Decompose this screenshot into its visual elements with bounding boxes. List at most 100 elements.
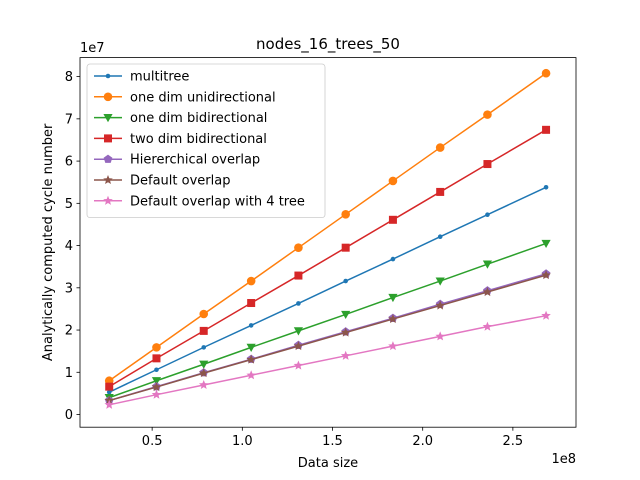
y-tick-label: 4 xyxy=(65,239,73,254)
data-point xyxy=(435,300,445,310)
y-axis-label: Analytically computed cycle number xyxy=(41,123,56,361)
legend-marker xyxy=(105,73,111,79)
data-point xyxy=(296,301,301,306)
y-tick-label: 0 xyxy=(65,408,73,423)
data-point xyxy=(104,399,114,409)
data-point xyxy=(294,243,303,252)
data-point xyxy=(388,215,397,224)
y-tick-label: 6 xyxy=(65,155,73,170)
data-point xyxy=(435,277,445,286)
series-line xyxy=(109,274,547,402)
data-point xyxy=(246,354,256,364)
data-point xyxy=(485,212,490,218)
data-point xyxy=(199,326,208,335)
data-point xyxy=(293,360,304,370)
x-axis-offset: 1e8 xyxy=(551,452,576,467)
legend-marker xyxy=(103,154,113,163)
legend-item-two-dim-bidirectional: two dim bidirectional xyxy=(94,132,267,147)
legend: multitree one dim unidirectional one dim b… xyxy=(86,63,326,219)
legend-item-default-overlap: Default overlap xyxy=(94,174,230,189)
data-point xyxy=(340,350,351,360)
legend-marker xyxy=(103,195,113,205)
data-point xyxy=(482,260,493,269)
data-point xyxy=(541,270,551,280)
legend-label: Hiererchical overlap xyxy=(130,153,260,168)
data-point xyxy=(437,234,443,239)
data-point xyxy=(151,382,162,392)
series-line xyxy=(108,242,547,399)
series-two-dim-bidirectional xyxy=(105,125,551,391)
data-point xyxy=(105,382,114,391)
data-point xyxy=(106,389,112,395)
data-point xyxy=(198,368,209,378)
legend-marker xyxy=(104,134,112,143)
legend-marker xyxy=(103,175,113,185)
data-point xyxy=(154,367,159,373)
y-axis: 0 1 2 3 4 5 6 7 8 xyxy=(65,70,80,423)
legend-box xyxy=(86,63,326,219)
data-point xyxy=(201,345,207,350)
data-point xyxy=(541,68,551,78)
data-point xyxy=(151,377,162,386)
x-tick-label: 2.5 xyxy=(503,434,524,449)
legend-label: two dim bidirectional xyxy=(130,132,267,147)
data-point xyxy=(388,341,398,351)
plot-layer xyxy=(104,68,551,409)
data-point xyxy=(435,143,445,152)
x-tick-label: 0.5 xyxy=(142,434,163,449)
series-line xyxy=(108,72,547,382)
data-point xyxy=(435,331,445,341)
data-point xyxy=(341,210,350,219)
legend-marker xyxy=(103,92,113,102)
data-point xyxy=(247,299,256,308)
x-tick-label: 1.5 xyxy=(322,434,343,449)
data-point xyxy=(151,389,162,399)
data-point xyxy=(198,379,209,390)
legend-label: Default overlap with 4 tree xyxy=(130,194,305,209)
legend-marker xyxy=(103,114,113,123)
legend-item-default-overlap-with-4-tree: Default overlap with 4 tree xyxy=(94,194,305,209)
legend-label: multitree xyxy=(130,70,189,85)
data-point xyxy=(248,323,254,328)
data-point xyxy=(293,327,304,336)
data-point xyxy=(199,360,209,369)
data-point xyxy=(388,293,398,303)
data-point xyxy=(542,125,551,134)
data-point xyxy=(152,343,161,352)
data-point xyxy=(152,354,161,363)
data-point xyxy=(390,256,396,262)
data-point xyxy=(543,184,549,190)
data-point xyxy=(388,314,398,324)
y-tick-label: 8 xyxy=(65,70,73,85)
legend-label: one dim bidirectional xyxy=(130,111,267,126)
data-point xyxy=(340,327,351,337)
data-point xyxy=(246,370,256,380)
y-tick-label: 7 xyxy=(65,112,73,127)
x-tick-label: 1.0 xyxy=(232,434,253,449)
y-tick-label: 3 xyxy=(65,281,73,296)
series-line xyxy=(109,314,547,406)
data-point xyxy=(293,341,304,351)
y-axis-offset: 1e7 xyxy=(80,41,105,56)
x-axis-label: Data size xyxy=(298,456,358,471)
y-tick-label: 5 xyxy=(65,197,73,212)
y-tick-label: 2 xyxy=(65,324,73,339)
legend-item-one-dim-unidirectional: one dim unidirectional xyxy=(94,90,276,105)
data-point xyxy=(246,343,256,352)
legend-label: one dim unidirectional xyxy=(130,90,276,105)
series-default-overlap-with-4-tree xyxy=(104,310,551,409)
data-point xyxy=(343,278,348,284)
data-point xyxy=(341,243,350,252)
data-point xyxy=(482,321,493,331)
data-point xyxy=(294,271,303,280)
data-point xyxy=(341,310,351,320)
series-one-dim-bidirectional xyxy=(104,239,551,403)
series-line xyxy=(108,129,547,388)
data-point xyxy=(199,309,209,319)
legend-item-multitree: multitree xyxy=(94,70,189,85)
y-tick-label: 1 xyxy=(65,366,73,381)
data-point xyxy=(483,160,492,169)
chart-title: nodes_16_trees_50 xyxy=(256,35,400,54)
data-point xyxy=(541,239,551,249)
